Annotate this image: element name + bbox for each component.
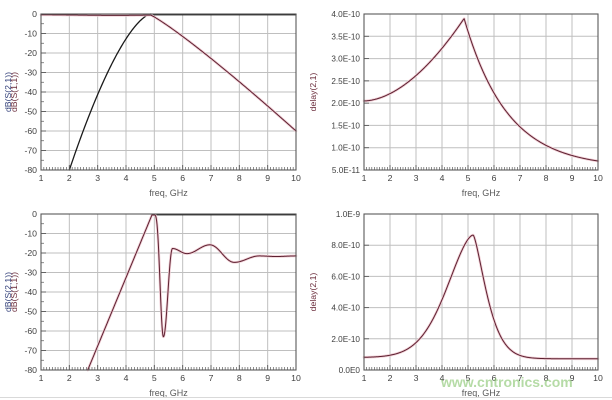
svg-text:2: 2 <box>67 373 72 383</box>
svg-text:6: 6 <box>180 373 185 383</box>
svg-text:4: 4 <box>124 173 129 183</box>
svg-text:0: 0 <box>32 209 37 219</box>
svg-text:2.0E-10: 2.0E-10 <box>331 335 360 344</box>
svg-text:8.0E-10: 8.0E-10 <box>331 241 360 250</box>
svg-text:10: 10 <box>593 373 603 383</box>
svg-text:8: 8 <box>237 373 242 383</box>
svg-text:delay(2,1): delay(2,1) <box>308 73 318 112</box>
svg-text:1.0E-9: 1.0E-9 <box>336 210 361 219</box>
svg-text:-70: -70 <box>24 346 37 356</box>
svg-text:-60: -60 <box>24 126 37 136</box>
svg-text:6.0E-10: 6.0E-10 <box>331 272 360 281</box>
svg-text:7: 7 <box>518 173 523 183</box>
svg-text:10: 10 <box>291 173 301 183</box>
svg-text:10: 10 <box>291 373 301 383</box>
svg-text:-20: -20 <box>24 48 37 58</box>
svg-text:1: 1 <box>362 173 367 183</box>
svg-text:-50: -50 <box>24 307 37 317</box>
svg-text:5.0E-11: 5.0E-11 <box>332 166 361 175</box>
svg-text:-50: -50 <box>24 107 37 117</box>
svg-text:9: 9 <box>265 373 270 383</box>
svg-text:-10: -10 <box>24 29 37 39</box>
svg-text:8: 8 <box>544 173 549 183</box>
svg-text:-60: -60 <box>24 326 37 336</box>
svg-text:1.5E-10: 1.5E-10 <box>331 121 360 130</box>
svg-text:-20: -20 <box>24 248 37 258</box>
svg-text:-10: -10 <box>24 229 37 239</box>
svg-text:3: 3 <box>414 173 419 183</box>
svg-text:-80: -80 <box>24 165 37 175</box>
svg-text:6: 6 <box>492 173 497 183</box>
svg-text:8: 8 <box>237 173 242 183</box>
svg-text:3.0E-10: 3.0E-10 <box>331 55 360 64</box>
svg-text:3: 3 <box>95 373 100 383</box>
svg-text:2: 2 <box>67 173 72 183</box>
svg-text:5: 5 <box>152 373 157 383</box>
svg-text:5: 5 <box>152 173 157 183</box>
svg-text:2.0E-10: 2.0E-10 <box>331 99 360 108</box>
svg-text:0.0E0: 0.0E0 <box>339 366 361 375</box>
svg-text:dB(S(1,1)): dB(S(1,1)) <box>9 272 19 312</box>
svg-text:-80: -80 <box>24 365 37 375</box>
svg-text:1: 1 <box>39 173 44 183</box>
svg-text:0: 0 <box>32 9 37 19</box>
svg-text:2: 2 <box>388 173 393 183</box>
svg-text:-30: -30 <box>24 68 37 78</box>
svg-text:5: 5 <box>466 173 471 183</box>
svg-text:1: 1 <box>362 373 367 383</box>
svg-text:2.5E-10: 2.5E-10 <box>331 77 360 86</box>
svg-text:2: 2 <box>388 373 393 383</box>
svg-text:freq, GHz: freq, GHz <box>462 188 501 198</box>
svg-text:4.0E-10: 4.0E-10 <box>331 10 360 19</box>
svg-text:-40: -40 <box>24 87 37 97</box>
svg-text:3.5E-10: 3.5E-10 <box>331 32 360 41</box>
svg-text:3: 3 <box>414 373 419 383</box>
svg-text:9: 9 <box>570 173 575 183</box>
svg-text:9: 9 <box>265 173 270 183</box>
svg-text:-30: -30 <box>24 268 37 278</box>
svg-text:freq, GHz: freq, GHz <box>149 188 188 198</box>
svg-text:6: 6 <box>180 173 185 183</box>
svg-text:delay(2,1): delay(2,1) <box>308 273 318 312</box>
svg-text:dB(S(1,1)): dB(S(1,1)) <box>9 72 19 112</box>
svg-text:3: 3 <box>95 173 100 183</box>
svg-text:-40: -40 <box>24 287 37 297</box>
svg-text:1: 1 <box>39 373 44 383</box>
svg-text:-70: -70 <box>24 146 37 156</box>
svg-text:10: 10 <box>593 173 603 183</box>
svg-text:4: 4 <box>440 173 445 183</box>
svg-text:1.0E-10: 1.0E-10 <box>331 144 360 153</box>
svg-text:7: 7 <box>209 373 214 383</box>
svg-text:4: 4 <box>124 373 129 383</box>
svg-text:4.0E-10: 4.0E-10 <box>331 304 360 313</box>
svg-text:7: 7 <box>209 173 214 183</box>
